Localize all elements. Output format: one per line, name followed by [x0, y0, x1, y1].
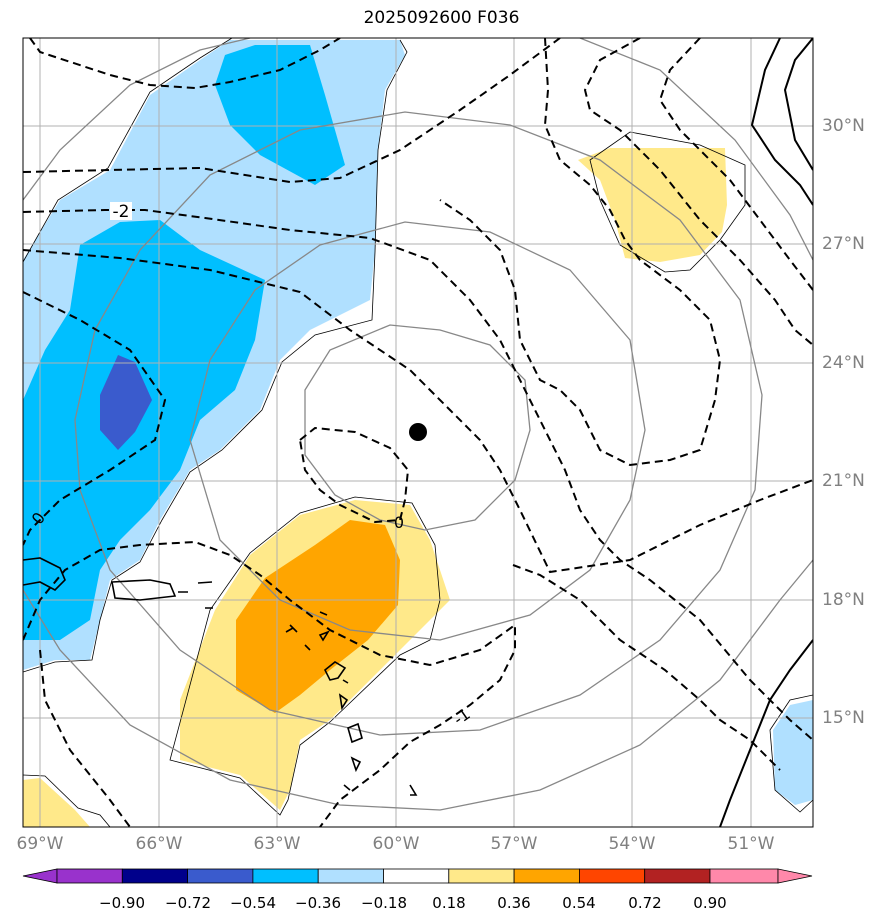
colorbar-tick-label: −0.72	[165, 894, 211, 912]
lat-tick-label: 18°N	[822, 590, 865, 610]
lon-tick-label: 51°W	[727, 834, 775, 854]
colorbar-tick-label: −0.54	[230, 894, 276, 912]
lat-tick-label: 30°N	[822, 116, 865, 136]
lon-tick-label: 69°W	[16, 834, 64, 854]
lon-tick-label: 66°W	[135, 834, 183, 854]
colorbar-tick-label: −0.90	[99, 894, 145, 912]
colorbar-segment	[121, 868, 189, 884]
lon-tick-label: 60°W	[372, 834, 420, 854]
colorbar-segment	[513, 868, 580, 884]
colorbar-tick-label: −0.18	[361, 894, 407, 912]
contour-label-bg	[110, 202, 132, 220]
dashed-contours	[23, 38, 813, 827]
colorbar-segment	[252, 868, 319, 884]
lat-tick-label: 21°N	[822, 471, 865, 491]
shade-yellow-southwest-corner	[23, 778, 90, 827]
colorbar-tick-label: 0.18	[432, 894, 466, 912]
storm-center-marker	[409, 423, 427, 441]
shade-royal-blue-core	[100, 355, 152, 450]
contour-label-neg2: -2	[113, 202, 130, 222]
colorbar-segment	[187, 868, 254, 884]
lat-tick-label: 15°N	[822, 708, 865, 728]
colorbar-segment	[317, 868, 384, 884]
shade-yellow-northeast	[578, 148, 727, 262]
colorbar-tick-label: 0.72	[628, 894, 662, 912]
lon-tick-label: 57°W	[490, 834, 538, 854]
lat-tick-label: 24°N	[822, 353, 865, 373]
shade-light-blue-southeast	[773, 700, 813, 805]
colorbar-segment	[644, 868, 711, 884]
contour-label-neg1: -1	[450, 704, 474, 729]
lon-tick-label: 54°W	[608, 834, 656, 854]
colorbar-segment	[56, 868, 123, 884]
colorbar-segment	[579, 868, 646, 884]
colorbar-tick-label: 0.36	[497, 894, 531, 912]
colorbar-extend-high	[777, 868, 813, 884]
colorbar-segment	[448, 868, 515, 884]
shade-blue-west	[23, 220, 265, 640]
colorbar	[22, 868, 813, 884]
island-coastlines	[23, 557, 418, 796]
colorbar-segment	[383, 868, 450, 884]
colorbar-segment	[709, 868, 779, 884]
lon-tick-label: 63°W	[253, 834, 301, 854]
colorbar-extend-low	[22, 868, 58, 884]
colorbar-tick-label: −0.36	[295, 894, 341, 912]
shade-blue-north	[215, 45, 345, 185]
colorbar-tick-label: 0.54	[562, 894, 596, 912]
map-plot-area	[23, 38, 813, 827]
lat-tick-label: 27°N	[822, 234, 865, 254]
map-frame	[22, 37, 814, 828]
colorbar-tick-label: 0.90	[693, 894, 727, 912]
map-title: 2025092600 F036	[363, 8, 520, 28]
gray-contours	[23, 38, 813, 811]
shade-outlines	[23, 38, 813, 827]
solid-contours	[719, 38, 813, 827]
contour-label-zero-center: 0	[394, 513, 404, 532]
